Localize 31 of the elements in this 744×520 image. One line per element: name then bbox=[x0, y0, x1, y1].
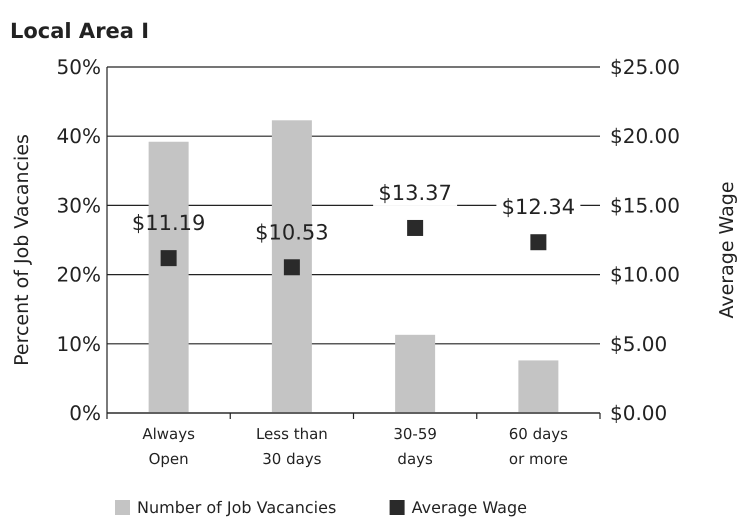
y2-tick-label: $15.00 bbox=[610, 193, 680, 218]
y2-axis-title: Average Wage bbox=[716, 181, 738, 319]
legend-label: Average Wage bbox=[412, 498, 527, 517]
point bbox=[407, 220, 424, 236]
x-tick-label: 60 days or more bbox=[508, 425, 568, 468]
data-label: $12.34 bbox=[502, 195, 576, 220]
y-tick-label: 0% bbox=[69, 401, 101, 425]
y-tick-label: 50% bbox=[56, 55, 101, 79]
y-tick-label: 30% bbox=[56, 193, 101, 218]
y-tick-label: 20% bbox=[56, 262, 101, 287]
point bbox=[530, 234, 546, 250]
point bbox=[160, 250, 177, 266]
bar bbox=[395, 334, 436, 413]
y2-tick-label: $20.00 bbox=[610, 124, 680, 148]
bar bbox=[518, 360, 558, 413]
data-label: $10.53 bbox=[255, 220, 329, 244]
y2-tick-label: $0.00 bbox=[610, 401, 668, 425]
y-tick-label: 10% bbox=[56, 332, 101, 356]
legend-label: Number of Job Vacancies bbox=[137, 498, 336, 517]
data-label: $11.19 bbox=[132, 211, 206, 236]
x-tick-label: Less than 30 days bbox=[256, 425, 328, 468]
y2-tick-label: $25.00 bbox=[610, 55, 680, 79]
x-tick-label: 30-59 days bbox=[393, 425, 437, 468]
y-axis-title: Percent of Job Vacancies bbox=[11, 134, 33, 366]
point bbox=[284, 259, 300, 276]
y2-tick-label: $5.00 bbox=[610, 332, 668, 356]
x-tick-label: Always Open bbox=[142, 425, 196, 468]
y-tick-label: 40% bbox=[56, 124, 101, 148]
y2-tick-label: $10.00 bbox=[610, 262, 680, 287]
chart-title: Local Area I bbox=[10, 19, 150, 43]
data-label: $13.37 bbox=[378, 180, 452, 205]
